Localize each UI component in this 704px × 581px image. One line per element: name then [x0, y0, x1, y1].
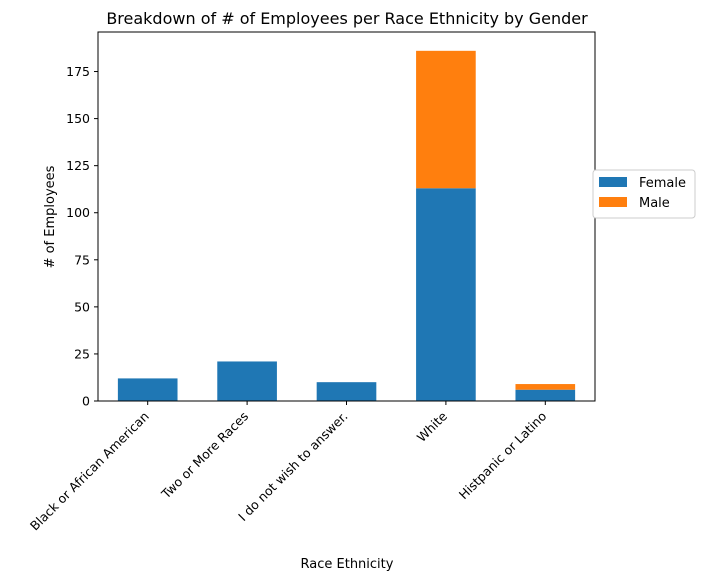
bar-female-0 — [117, 378, 178, 401]
x-axis: Black or African American Two or More Rac… — [27, 401, 549, 533]
legend: Female Male — [592, 169, 696, 219]
x-tick-label-4: Histpanic or Latino — [456, 409, 550, 503]
legend-swatch-male — [599, 197, 627, 207]
legend-label-male: Male — [639, 196, 670, 211]
legend-label-female: Female — [639, 176, 686, 191]
bar-female-3 — [416, 188, 476, 401]
chart-title: Breakdown of # of Employees per Race Eth… — [106, 9, 588, 28]
y-tick-label-2: 50 — [74, 299, 90, 314]
y-axis: 0 25 50 75 100 125 150 175 — [66, 64, 98, 409]
y-tick-label-3: 75 — [74, 252, 90, 267]
bar-male-4 — [515, 384, 576, 390]
x-tick-label-0: Black or African American — [27, 409, 152, 534]
y-axis-label: # of Employees — [43, 165, 58, 268]
x-tick-label-3: White — [414, 408, 451, 445]
x-axis-label: Race Ethnicity — [301, 557, 394, 572]
bars-layer — [117, 50, 576, 401]
bar-female-2 — [316, 382, 377, 401]
y-tick-label-7: 175 — [66, 64, 90, 79]
x-tick-label-1: Two or More Races — [158, 409, 252, 503]
plot-frame — [97, 31, 596, 402]
bar-male-3 — [416, 50, 476, 189]
legend-swatch-female — [599, 177, 627, 187]
y-tick-label-0: 0 — [82, 394, 90, 409]
bar-female-1 — [217, 361, 277, 401]
x-tick-label-2: I do not wish to answer. — [235, 409, 350, 524]
y-tick-label-6: 150 — [66, 111, 90, 126]
y-tick-label-5: 125 — [66, 158, 90, 173]
y-tick-label-4: 100 — [66, 205, 90, 220]
bar-female-4 — [515, 389, 576, 401]
y-tick-label-1: 25 — [74, 346, 90, 361]
